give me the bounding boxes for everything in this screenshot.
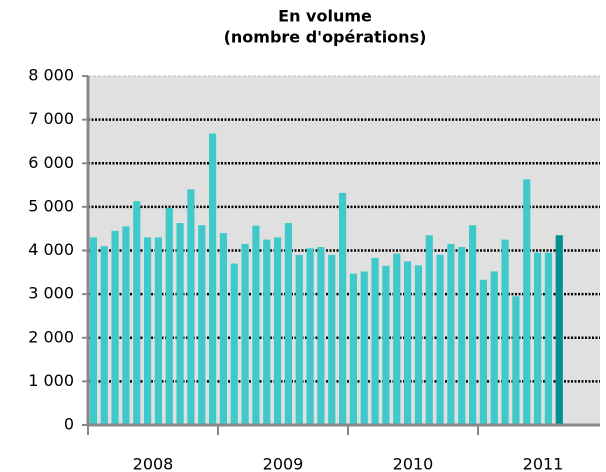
bar <box>263 239 271 425</box>
bar <box>512 296 520 425</box>
bar <box>111 230 119 425</box>
y-tick-label: 2 000 <box>28 327 74 346</box>
y-tick-label: 5 000 <box>28 196 74 215</box>
bar <box>382 265 390 425</box>
bar <box>143 237 152 425</box>
x-tick-label: 2009 <box>263 455 304 472</box>
chart-subtitle: (nombre d'opérations) <box>224 28 427 47</box>
bar <box>414 265 423 425</box>
bar <box>479 279 488 425</box>
bar <box>447 243 455 425</box>
bar <box>533 252 542 425</box>
x-tick-label: 2011 <box>523 455 564 472</box>
x-tick-label: 2008 <box>133 455 174 472</box>
bar <box>501 239 509 425</box>
bar <box>371 257 379 425</box>
bar <box>349 273 358 425</box>
y-tick-label: 3 000 <box>28 284 74 303</box>
y-tick-label: 1 000 <box>28 371 74 390</box>
bar <box>133 201 141 425</box>
bar <box>89 237 98 425</box>
bar <box>219 233 228 425</box>
bar <box>317 247 325 425</box>
bar <box>490 271 498 425</box>
bar <box>393 253 401 425</box>
bar <box>154 237 163 425</box>
bar <box>165 207 173 425</box>
bar <box>425 235 433 425</box>
bar <box>306 248 314 425</box>
bar <box>252 225 260 425</box>
bar <box>458 247 466 425</box>
y-tick-label: 6 000 <box>28 153 74 172</box>
bar <box>284 223 293 425</box>
bar <box>295 254 303 425</box>
bar <box>273 237 282 425</box>
bar <box>230 263 238 425</box>
bar <box>198 225 206 425</box>
y-tick-label: 4 000 <box>28 240 74 259</box>
chart-title: En volume <box>278 7 372 26</box>
y-tick-label: 7 000 <box>28 109 74 128</box>
bar <box>523 179 531 425</box>
bar <box>436 254 444 425</box>
bar <box>403 261 412 425</box>
bar <box>122 226 130 425</box>
bar <box>176 223 184 425</box>
bar <box>187 189 195 425</box>
bar <box>328 254 336 425</box>
bar <box>241 243 249 425</box>
y-tick-label: 0 <box>64 415 74 434</box>
bar <box>544 252 553 425</box>
bar <box>208 133 217 425</box>
x-tick-label: 2010 <box>393 455 434 472</box>
bar <box>338 192 347 425</box>
bar <box>360 271 368 425</box>
bar <box>468 225 477 425</box>
bar <box>100 246 108 425</box>
y-tick-label: 8 000 <box>28 66 74 85</box>
bar <box>555 235 563 425</box>
